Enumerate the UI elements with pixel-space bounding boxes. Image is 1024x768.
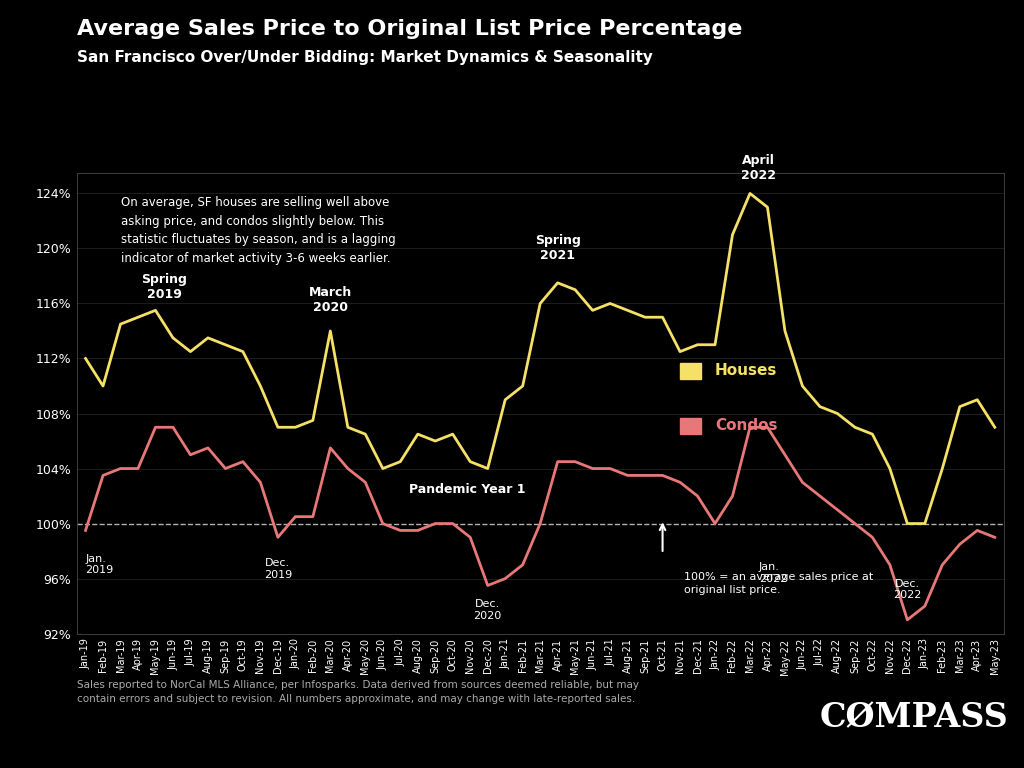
Text: Dec.
2020: Dec. 2020 xyxy=(473,599,502,621)
Bar xyxy=(680,362,701,379)
Text: Spring
2019: Spring 2019 xyxy=(141,273,187,301)
Text: On average, SF houses are selling well above
asking price, and condos slightly b: On average, SF houses are selling well a… xyxy=(121,196,395,265)
Text: CØMPASS: CØMPASS xyxy=(819,702,1008,734)
Text: April
2022: April 2022 xyxy=(741,154,776,183)
Text: Pandemic Year 1: Pandemic Year 1 xyxy=(409,482,525,495)
Text: Dec.
2022: Dec. 2022 xyxy=(893,578,922,600)
Text: Condos: Condos xyxy=(715,419,777,433)
Text: Spring
2021: Spring 2021 xyxy=(535,234,581,262)
Text: Sales reported to NorCal MLS Alliance, per Infosparks. Data derived from sources: Sales reported to NorCal MLS Alliance, p… xyxy=(77,680,639,703)
Text: March
2020: March 2020 xyxy=(308,286,352,314)
Text: Dec.
2019: Dec. 2019 xyxy=(264,558,292,580)
Text: 100% = an average sales price at
original list price.: 100% = an average sales price at origina… xyxy=(684,571,872,595)
Text: Jan.
2022: Jan. 2022 xyxy=(759,562,787,584)
Text: Jan.
2019: Jan. 2019 xyxy=(86,554,114,575)
Text: Houses: Houses xyxy=(715,363,777,379)
Text: Average Sales Price to Original List Price Percentage: Average Sales Price to Original List Pri… xyxy=(77,19,742,39)
Bar xyxy=(680,418,701,434)
Text: San Francisco Over/Under Bidding: Market Dynamics & Seasonality: San Francisco Over/Under Bidding: Market… xyxy=(77,50,652,65)
